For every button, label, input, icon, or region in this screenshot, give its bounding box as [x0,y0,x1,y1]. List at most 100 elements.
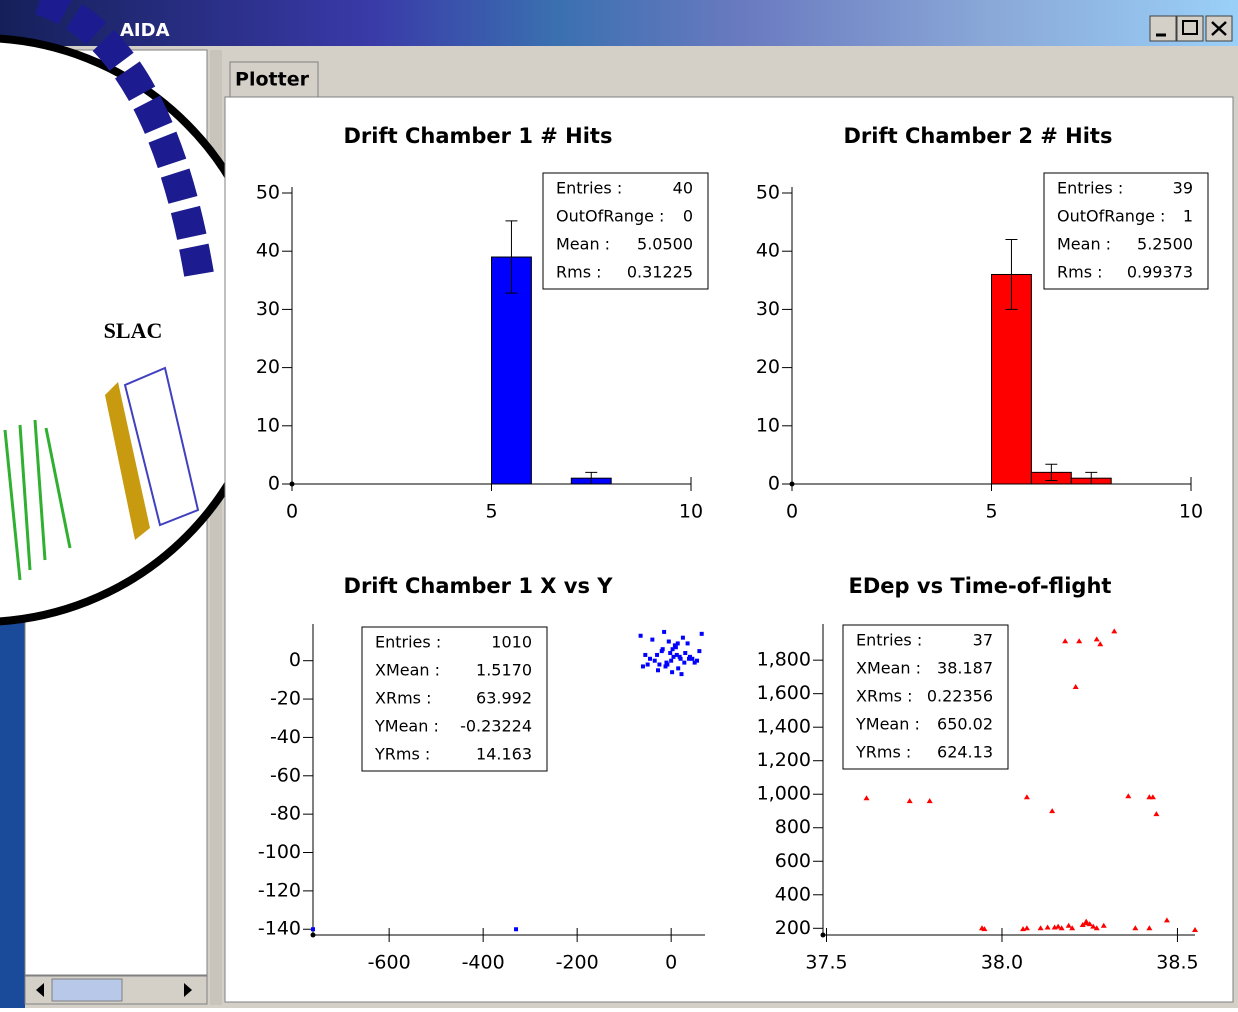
x-tick-label: 5 [485,501,497,523]
close-icon [1211,21,1227,36]
scatter-point [1037,925,1044,931]
scatter-point [673,645,678,650]
scatter-point [1192,926,1198,932]
y-tick-label: 10 [756,414,780,436]
y-tick-label: 1,600 [757,682,811,704]
y-tick-label: 1,000 [757,783,811,805]
scatter-point [1079,921,1086,927]
scatter-point [1055,923,1062,929]
scatter-point [675,641,680,646]
scatter-point [652,658,657,663]
x-tick-label: 5 [985,501,997,523]
y-tick-label: 400 [775,883,811,905]
chart-title: Drift Chamber 1 X vs Y [344,574,614,598]
scatter-point [1020,926,1027,932]
stats-label: OutOfRange : [556,207,664,226]
y-tick-label: 20 [756,356,780,378]
stats-box [1043,172,1209,290]
y-tick-label: -20 [270,688,301,710]
stats-label: Entries : [556,179,622,198]
stats-value: 5.2500 [1137,235,1193,254]
scatter-point [1083,918,1090,924]
stats-label: Entries : [1057,179,1123,198]
x-tick-label: 37.5 [805,952,847,974]
scatter-point [687,656,692,661]
stats-label: XRms : [856,687,912,706]
scatter-point [981,926,988,932]
stats-label: OutOfRange : [1057,207,1165,226]
scatter-point [1100,922,1107,928]
y-tick-label: 0 [289,649,301,671]
scatter-point [680,635,685,640]
desktop-edge [0,560,25,1008]
tab[interactable] [229,61,319,99]
scatter-point [666,639,671,644]
stats-value: 1.5170 [476,661,532,680]
x-tick-label: 0 [786,501,798,523]
scatter-point [1090,923,1097,929]
scatter-point [690,656,695,661]
y-tick-label: 50 [756,182,780,204]
scatter-point [674,652,679,657]
scatter-point [699,631,704,636]
stats-label: Rms : [1057,263,1103,282]
stats-label: XMean : [856,659,921,678]
chart-title: Drift Chamber 1 # Hits [344,124,613,148]
scatter-point [1049,808,1056,814]
axis-origin [310,932,316,938]
scatter-point [692,660,697,665]
logo-text: SLAC [104,318,163,343]
scatter-point [677,654,682,659]
chart-title: EDep vs Time-of-flight [849,574,1112,598]
scroll-thumb[interactable] [51,978,123,1002]
histogram-bar [491,256,532,485]
logo-detector [105,382,150,540]
minimize-button[interactable] [1149,15,1177,42]
x-tick-label: -200 [556,952,599,974]
error-bar [1005,239,1018,310]
stats-value: 38.187 [937,659,993,678]
scatter-point [683,651,688,656]
stats-label: XRms : [375,689,431,708]
scatter-point [1023,794,1030,800]
scatter-point [670,647,675,652]
maximize-icon [1182,20,1198,35]
y-tick-label: -140 [258,918,301,940]
y-tick-label: -80 [270,803,301,825]
x-tick-label: -600 [368,952,411,974]
window-title: AIDA [120,20,170,41]
stats-label: YMean : [855,715,920,734]
stats-label: YRms : [374,745,430,764]
title-bar [0,0,1238,46]
scatter-point [514,927,519,932]
stats-label: Rms : [556,263,602,282]
scatter-point [670,670,675,675]
y-tick-label: -120 [258,879,301,901]
x-tick-label: 0 [286,501,298,523]
y-tick-label: 50 [256,182,280,204]
error-bar [585,471,598,485]
scatter-point [906,798,913,804]
scatter-point [1097,641,1104,647]
tab-label[interactable]: Plotter [235,69,310,91]
scatter-point [1069,925,1076,931]
scatter-point [665,662,670,667]
scatter-point [1146,925,1153,931]
error-bar [1085,471,1098,485]
maximize-button[interactable] [1176,15,1204,42]
scatter-point [1093,925,1100,931]
scatter-point [1153,811,1160,817]
scatter-point [1111,628,1118,634]
stats-value: 0.31225 [627,263,693,282]
y-tick-label: 20 [256,356,280,378]
scatter-point [682,660,687,665]
window-buttons[interactable] [1149,15,1233,42]
stats-value: 14.163 [476,745,532,764]
scatter-point [648,656,653,661]
scatter-point [311,927,315,932]
y-tick-label: 40 [756,240,780,262]
stats-value: 0.22356 [927,687,993,706]
stats-value: 1 [1183,207,1193,226]
stats-label: Entries : [856,631,922,650]
